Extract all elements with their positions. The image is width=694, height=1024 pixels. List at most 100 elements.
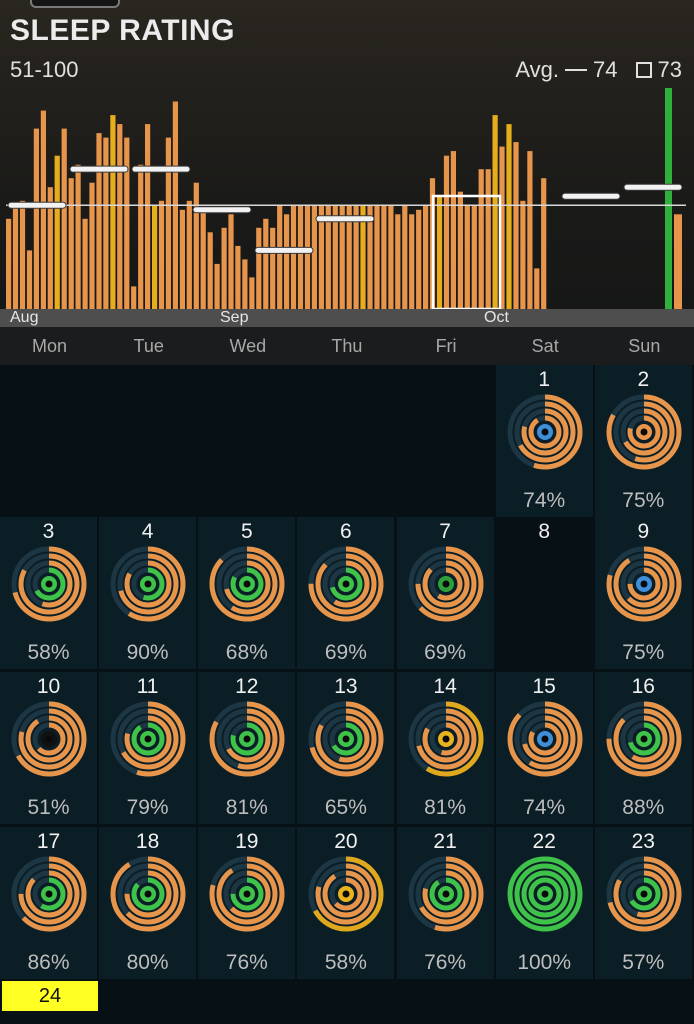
sleep-bar[interactable] — [353, 205, 359, 309]
sleep-bar[interactable] — [207, 232, 213, 309]
sleep-bar[interactable] — [131, 286, 137, 309]
sleep-bar[interactable] — [117, 124, 123, 309]
sleep-bar[interactable] — [228, 214, 234, 309]
sleep-bar[interactable] — [179, 209, 185, 309]
sleep-bar-chart[interactable] — [0, 0, 694, 310]
sleep-bar[interactable] — [346, 205, 352, 309]
sleep-bar[interactable] — [674, 214, 682, 309]
calendar-day-cell[interactable]: 10 51% — [0, 672, 97, 824]
calendar-day-cell[interactable]: 11 79% — [99, 672, 197, 824]
sleep-bar[interactable] — [450, 151, 456, 309]
sleep-bar[interactable] — [158, 200, 165, 309]
calendar-day-cell[interactable]: 23 57% — [594, 827, 692, 979]
sleep-bar[interactable] — [318, 205, 324, 309]
sleep-bar[interactable] — [457, 191, 463, 309]
sleep-bar[interactable] — [311, 205, 317, 309]
calendar-day-cell[interactable]: 13 65% — [297, 672, 395, 824]
sleep-bar[interactable] — [145, 124, 151, 309]
sleep-bar[interactable] — [40, 110, 46, 309]
sleep-bar[interactable] — [277, 205, 283, 309]
top-handle[interactable] — [30, 0, 120, 8]
sleep-bar[interactable] — [513, 142, 519, 309]
calendar-day-cell[interactable]: 4 90% — [99, 517, 197, 669]
sleep-bar[interactable] — [520, 200, 526, 309]
sleep-bar[interactable] — [374, 205, 380, 309]
sleep-bar[interactable] — [26, 250, 33, 309]
sleep-bar[interactable] — [534, 268, 540, 309]
sleep-bar[interactable] — [186, 200, 192, 309]
calendar-day-cell[interactable]: 8 — [495, 517, 593, 669]
sleep-bar[interactable] — [103, 137, 109, 309]
sleep-bar[interactable] — [33, 128, 39, 309]
calendar-day-cell[interactable]: 1 74% — [495, 365, 593, 517]
calendar-day-cell[interactable]: 16 88% — [594, 672, 692, 824]
today-badge[interactable]: 24 — [2, 981, 98, 1011]
sleep-bar[interactable] — [297, 205, 304, 309]
sleep-bar[interactable] — [325, 205, 331, 309]
sleep-bar[interactable] — [402, 205, 408, 309]
sleep-bar[interactable] — [443, 155, 450, 309]
sleep-bar[interactable] — [423, 205, 429, 309]
sleep-bar[interactable] — [409, 214, 415, 309]
calendar-day-cell[interactable]: 21 76% — [396, 827, 494, 979]
sleep-bar[interactable] — [506, 124, 512, 309]
sleep-bar[interactable] — [89, 182, 95, 309]
sleep-bar[interactable] — [263, 218, 269, 309]
calendar-day-cell[interactable]: 6 69% — [297, 517, 395, 669]
sleep-bar[interactable] — [193, 182, 199, 309]
sleep-bar[interactable] — [96, 133, 102, 309]
sleep-bar[interactable] — [235, 245, 241, 309]
sleep-bar[interactable] — [19, 200, 26, 309]
calendar-day-cell[interactable]: 7 69% — [396, 517, 494, 669]
sleep-bar[interactable] — [6, 218, 12, 309]
sleep-bar[interactable] — [464, 205, 470, 309]
sleep-bar[interactable] — [436, 196, 443, 309]
sleep-bar[interactable] — [304, 205, 311, 309]
sleep-bar[interactable] — [478, 169, 484, 309]
sleep-bar[interactable] — [284, 214, 290, 309]
sleep-bar[interactable] — [214, 263, 220, 309]
sleep-bar[interactable] — [367, 205, 373, 309]
sleep-bar[interactable] — [290, 205, 297, 309]
calendar-day-cell[interactable]: 19 76% — [198, 827, 296, 979]
sleep-bar[interactable] — [68, 178, 74, 309]
sleep-bar[interactable] — [270, 227, 276, 309]
calendar-day-cell[interactable]: 12 81% — [198, 672, 296, 824]
sleep-bar[interactable] — [339, 205, 345, 309]
sleep-bar[interactable] — [221, 227, 227, 309]
calendar-day-cell[interactable]: 14 81% — [396, 672, 494, 824]
calendar-day-cell[interactable]: 18 80% — [99, 827, 197, 979]
sleep-bar[interactable] — [82, 218, 88, 309]
calendar-day-cell[interactable]: 17 86% — [0, 827, 97, 979]
sleep-bar[interactable] — [200, 209, 206, 309]
sleep-bar[interactable] — [395, 214, 401, 309]
sleep-bar[interactable] — [499, 146, 505, 309]
sleep-bar[interactable] — [242, 259, 248, 309]
sleep-bar[interactable] — [332, 205, 338, 309]
sleep-bar[interactable] — [541, 178, 547, 309]
sleep-bar[interactable] — [152, 205, 158, 309]
calendar-day-cell[interactable]: 15 74% — [495, 672, 593, 824]
sleep-bar[interactable] — [165, 137, 171, 309]
sleep-bar[interactable] — [381, 205, 387, 309]
sleep-bar[interactable] — [110, 115, 116, 309]
sleep-bar[interactable] — [138, 164, 144, 309]
sleep-bar[interactable] — [249, 277, 255, 309]
sleep-bar[interactable] — [256, 227, 262, 309]
sleep-bar[interactable] — [485, 169, 491, 309]
sleep-bar[interactable] — [61, 128, 67, 309]
sleep-bar[interactable] — [388, 205, 394, 309]
sleep-bar[interactable] — [47, 187, 53, 309]
sleep-bar[interactable] — [75, 164, 81, 309]
calendar-day-cell[interactable]: 22 100% — [495, 827, 593, 979]
sleep-bar[interactable] — [360, 205, 366, 309]
calendar-day-cell[interactable]: 20 58% — [297, 827, 395, 979]
sleep-bar[interactable] — [54, 155, 60, 309]
sleep-bar[interactable] — [416, 209, 422, 309]
calendar-day-cell[interactable]: 2 75% — [594, 365, 692, 517]
sleep-bar-current[interactable] — [665, 88, 672, 309]
calendar-day-cell[interactable]: 5 68% — [198, 517, 296, 669]
sleep-bar[interactable] — [12, 205, 19, 309]
sleep-bar[interactable] — [124, 137, 130, 309]
sleep-bar[interactable] — [471, 205, 477, 309]
